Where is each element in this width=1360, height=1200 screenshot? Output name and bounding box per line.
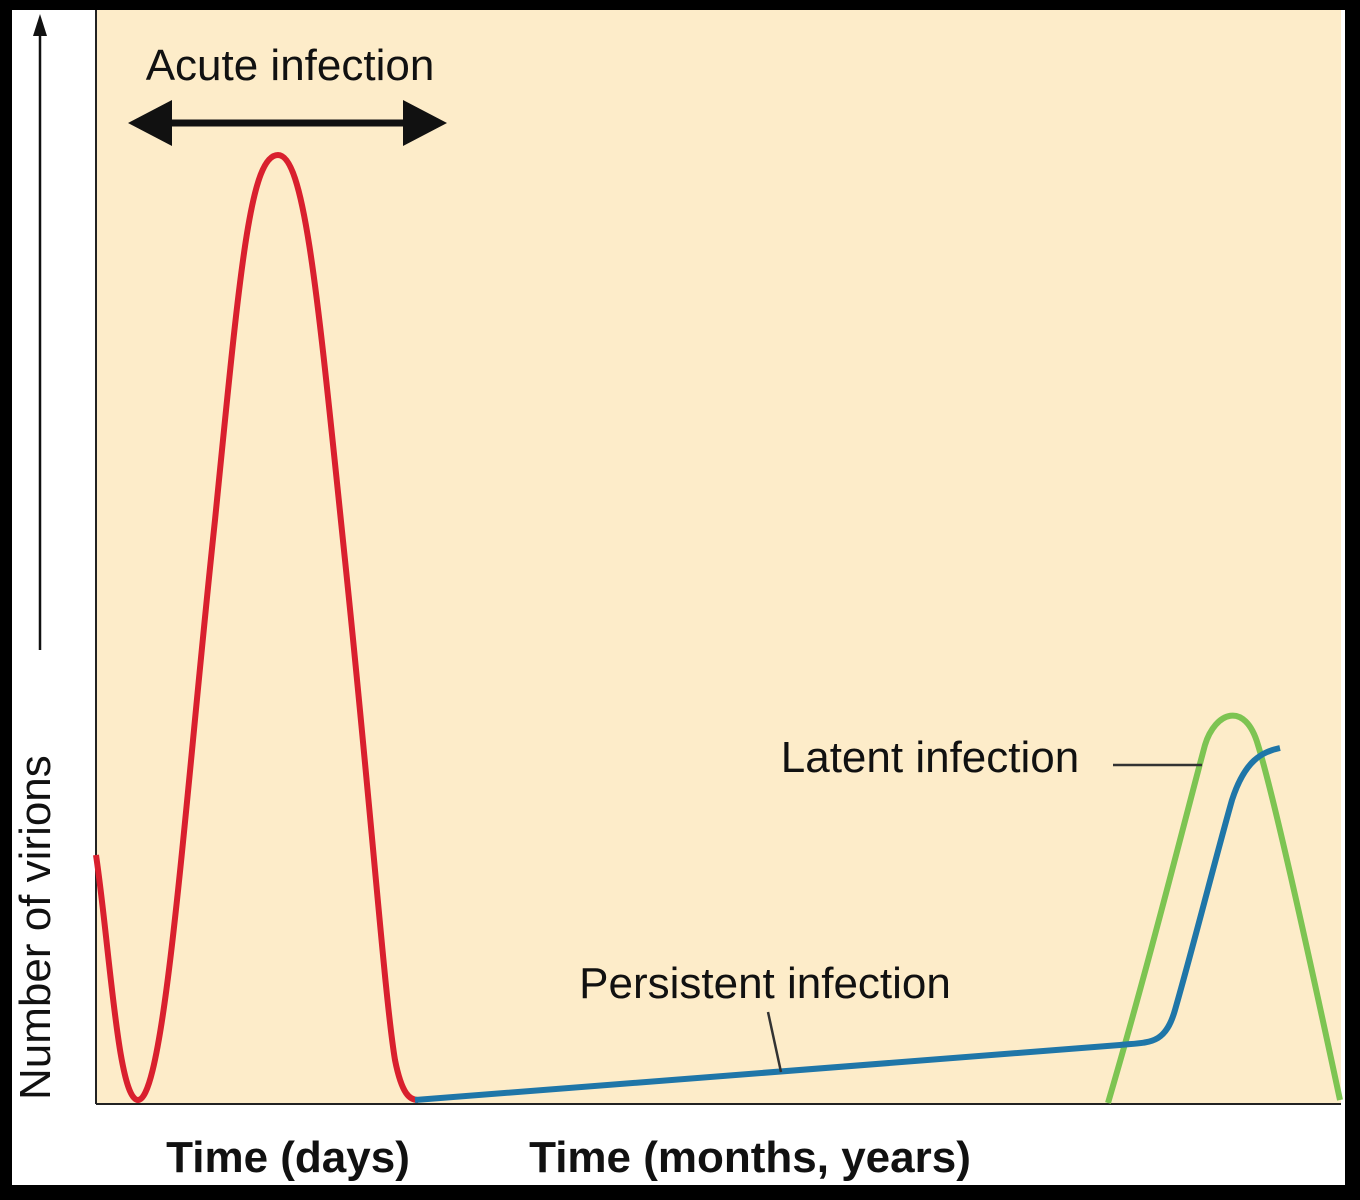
x-axis-label: Time (months, years)	[529, 1133, 971, 1182]
x-axis-label: Time (days)	[166, 1133, 410, 1182]
plot-area	[96, 10, 1341, 1104]
persistent-curve	[414, 745, 1281, 1103]
persistent-leader	[766, 1011, 783, 1073]
y-axis-label: Number of virions	[11, 755, 60, 1100]
arrowhead-left	[128, 100, 172, 146]
y-axis-arrowhead	[33, 14, 47, 36]
acute-label: Acute infection	[146, 41, 435, 90]
latent-label: Latent infection	[781, 733, 1079, 782]
acute-curve	[93, 151, 419, 1104]
arrowhead-right	[403, 100, 447, 146]
persistent-label: Persistent infection	[579, 959, 951, 1008]
latent-curve	[1105, 712, 1343, 1104]
